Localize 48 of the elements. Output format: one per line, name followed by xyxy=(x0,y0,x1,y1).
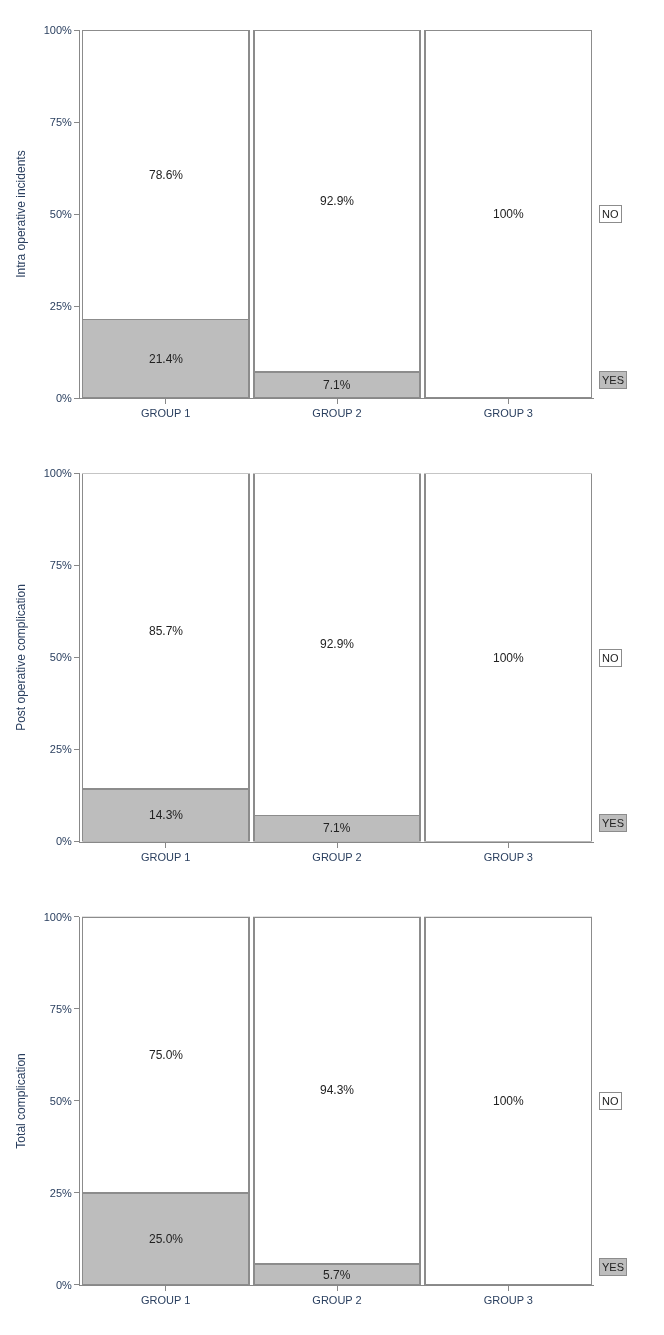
y-tick-label: 50% xyxy=(49,651,72,664)
x-tick-label: GROUP 3 xyxy=(483,407,533,420)
data-label: 92.9% xyxy=(320,637,355,651)
y-tick-label: 0% xyxy=(55,835,73,848)
data-label: 21.4% xyxy=(149,352,184,366)
text: YES xyxy=(602,817,625,829)
x-tick-label: GROUP 2 xyxy=(312,850,362,863)
x-tick-label: GROUP 2 xyxy=(312,407,362,420)
data-label: 92.9% xyxy=(320,194,355,208)
y-axis-title: Total complication xyxy=(13,1053,28,1149)
y-tick-label: 100% xyxy=(43,910,73,923)
x-tick-label: GROUP 2 xyxy=(312,1294,362,1307)
text: YES xyxy=(602,1261,625,1273)
data-label: 7.1% xyxy=(323,378,351,392)
series-label: NO xyxy=(602,1095,619,1107)
data-label: 94.3% xyxy=(320,1083,355,1097)
series-label: NO xyxy=(602,652,619,664)
x-tick-label: GROUP 3 xyxy=(483,1294,533,1307)
data-label: 85.7% xyxy=(149,624,184,638)
y-tick-label: 100% xyxy=(43,23,73,36)
x-tick-label: GROUP 1 xyxy=(141,1294,191,1307)
data-label: 7.1% xyxy=(323,821,351,835)
data-label: 5.7% xyxy=(323,1268,351,1282)
text: YES xyxy=(602,374,625,386)
data-label: 100% xyxy=(493,651,525,665)
x-tick-label: GROUP 1 xyxy=(141,407,191,420)
y-tick-label: 75% xyxy=(49,559,72,572)
y-tick-label: 25% xyxy=(49,299,72,312)
y-tick-label: 75% xyxy=(49,1002,72,1015)
y-axis-title: Post operative complication xyxy=(13,584,28,731)
y-tick-label: 100% xyxy=(43,467,73,480)
y-tick-label: 0% xyxy=(55,391,73,404)
series-label: NO xyxy=(602,208,619,220)
data-label: 100% xyxy=(493,207,525,221)
data-label: 100% xyxy=(493,1094,525,1108)
x-tick-label: GROUP 1 xyxy=(141,850,191,863)
y-tick-label: 50% xyxy=(49,207,72,220)
data-label: 14.3% xyxy=(149,808,184,822)
y-tick-label: 0% xyxy=(55,1278,73,1291)
data-label: 78.6% xyxy=(149,168,184,182)
x-tick-label: GROUP 3 xyxy=(483,850,533,863)
y-tick-label: 25% xyxy=(49,1186,72,1199)
data-label: 75.0% xyxy=(149,1048,184,1062)
y-tick-label: 75% xyxy=(49,115,72,128)
y-tick-label: 50% xyxy=(49,1094,72,1107)
y-axis-title: Intra operative incidents xyxy=(13,150,28,278)
data-label: 25.0% xyxy=(149,1232,184,1246)
y-tick-label: 25% xyxy=(49,743,72,756)
